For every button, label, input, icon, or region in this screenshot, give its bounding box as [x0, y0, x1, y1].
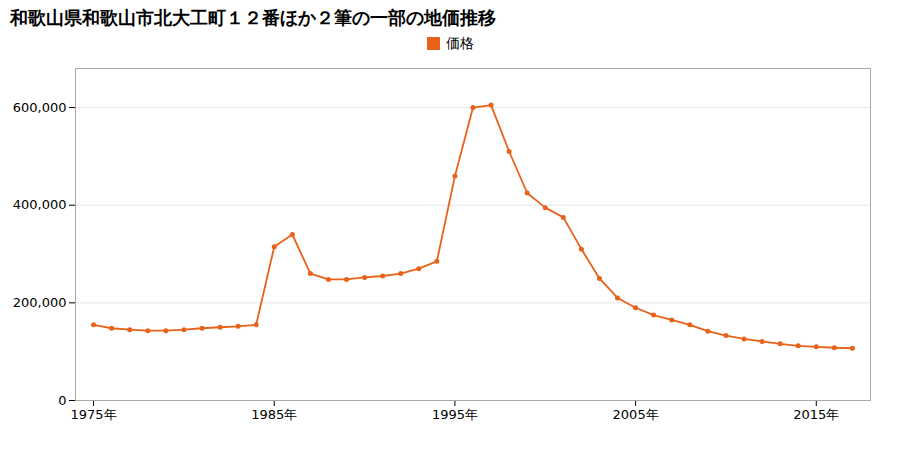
html-text:価格: 価格 [445, 35, 474, 51]
svg-text:1985年: 1985年 [251, 407, 297, 422]
svg-text:400,000: 400,000 [13, 197, 67, 212]
svg-text:0: 0 [58, 393, 66, 408]
svg-text:1975年: 1975年 [71, 407, 117, 422]
html-text:和歌山県和歌山市北大工町１２番ほか２筆の一部の地価推移: 和歌山県和歌山市北大工町１２番ほか２筆の一部の地価推移 [10, 7, 496, 28]
svg-text:200,000: 200,000 [13, 295, 67, 310]
svg-text:600,000: 600,000 [13, 100, 67, 115]
svg-text:1995年: 1995年 [432, 407, 478, 422]
svg-text:2005年: 2005年 [613, 407, 659, 422]
svg-text:2015年: 2015年 [793, 407, 839, 422]
